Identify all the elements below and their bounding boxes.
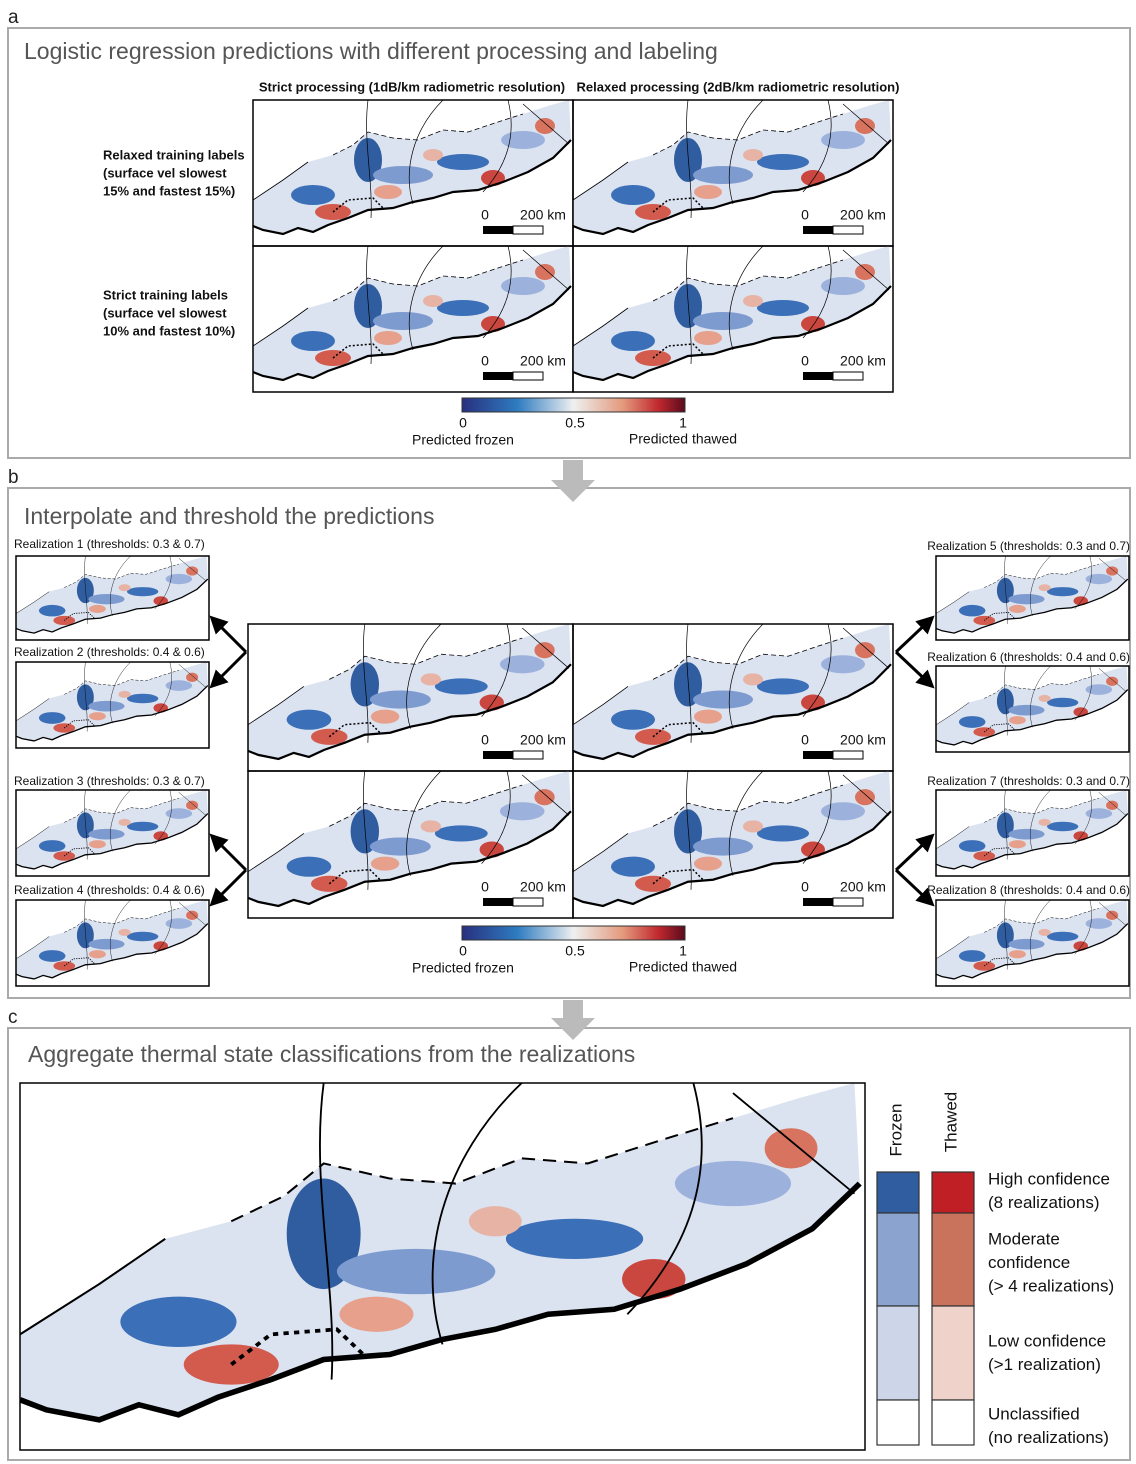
scale-label: 0	[801, 207, 809, 223]
scale-label: 200 km	[840, 353, 886, 369]
legend-label: Moderate	[988, 1229, 1060, 1248]
scale-bar	[483, 751, 513, 759]
column-header: Strict processing (1dB/km radiometric re…	[259, 79, 565, 94]
realization-label: Realization 7 (thresholds: 0.3 and 0.7)	[927, 774, 1130, 788]
scale-label: 0	[801, 879, 809, 895]
legend-label: Unclassified	[988, 1404, 1080, 1423]
colorbar-tick: 0	[459, 415, 467, 431]
realization-label: Realization 8 (thresholds: 0.4 and 0.6)	[927, 883, 1130, 897]
colorbar-label: Predicted frozen	[412, 960, 514, 976]
scale-label: 0	[481, 879, 489, 895]
flow-arrow	[551, 460, 595, 502]
flow-arrow	[551, 1000, 595, 1040]
scale-bar	[803, 751, 833, 759]
scale-label: 0	[801, 732, 809, 748]
colorbar-tick: 0.5	[565, 943, 585, 959]
scale-bar	[513, 372, 543, 380]
legend-label: High confidence	[988, 1169, 1110, 1188]
row-label: (surface vel slowest	[103, 305, 227, 320]
map	[936, 900, 1128, 979]
scale-label: 200 km	[840, 879, 886, 895]
scale-bar	[803, 372, 833, 380]
map	[936, 790, 1128, 869]
realization-label: Realization 4 (thresholds: 0.4 & 0.6)	[14, 883, 205, 897]
map	[20, 1083, 860, 1420]
scale-label: 0	[481, 732, 489, 748]
panel-title: Aggregate thermal state classifications …	[28, 1041, 635, 1067]
scale-bar	[803, 226, 833, 234]
scale-bar	[483, 898, 513, 906]
panel-label: a	[8, 7, 19, 28]
realization-label: Realization 6 (thresholds: 0.4 and 0.6)	[927, 650, 1130, 664]
panel-label: b	[8, 467, 19, 488]
legend-column: Thawed	[941, 1092, 960, 1152]
column-header: Relaxed processing (2dB/km radiometric r…	[577, 79, 900, 94]
panel-frame	[8, 28, 1130, 458]
scale-bar	[833, 226, 863, 234]
colorbar	[462, 926, 685, 940]
row-label: Strict training labels	[103, 287, 228, 302]
row-label: 10% and fastest 10%)	[103, 323, 235, 338]
map	[16, 662, 208, 741]
scale-label: 200 km	[520, 879, 566, 895]
legend-label: confidence	[988, 1253, 1070, 1272]
panel-label: c	[8, 1007, 18, 1028]
realization-label: Realization 1 (thresholds: 0.3 & 0.7)	[14, 537, 205, 551]
scale-label: 0	[801, 353, 809, 369]
scale-bar	[513, 226, 543, 234]
scale-bar	[833, 751, 863, 759]
colorbar-label: Predicted thawed	[629, 431, 737, 447]
scale-bar	[483, 372, 513, 380]
row-label: Relaxed training labels	[103, 147, 245, 162]
colorbar-tick: 1	[679, 943, 687, 959]
scale-bar	[513, 751, 543, 759]
colorbar-tick: 0.5	[565, 415, 585, 431]
scale-label: 0	[481, 207, 489, 223]
scale-label: 200 km	[520, 353, 566, 369]
panel-title: Interpolate and threshold the prediction…	[24, 503, 434, 529]
map	[936, 666, 1128, 745]
legend-label: (>1 realization)	[988, 1355, 1101, 1374]
scale-label: 200 km	[520, 207, 566, 223]
realization-label: Realization 3 (thresholds: 0.3 & 0.7)	[14, 774, 205, 788]
scale-label: 200 km	[840, 732, 886, 748]
row-label: (surface vel slowest	[103, 165, 227, 180]
panel-title: Logistic regression predictions with dif…	[24, 38, 718, 64]
map	[16, 900, 208, 979]
legend-label: Low confidence	[988, 1331, 1106, 1350]
map	[936, 556, 1128, 633]
figure: Frozen Thawed aLogistic regression predi…	[0, 0, 1136, 1464]
colorbar	[462, 398, 685, 412]
colorbar-label: Predicted thawed	[629, 959, 737, 975]
map	[16, 556, 208, 633]
colorbar-tick: 1	[679, 415, 687, 431]
legend-label: (8 realizations)	[988, 1193, 1100, 1212]
scale-bar	[513, 898, 543, 906]
confidence-legend	[877, 1172, 974, 1445]
scale-bar	[833, 898, 863, 906]
realization-label: Realization 5 (thresholds: 0.3 and 0.7)	[927, 539, 1130, 553]
scale-label: 200 km	[840, 207, 886, 223]
scale-label: 200 km	[520, 732, 566, 748]
scale-bar	[803, 898, 833, 906]
scale-label: 0	[481, 353, 489, 369]
scale-bar	[833, 372, 863, 380]
map	[16, 790, 208, 869]
row-label: 15% and fastest 15%)	[103, 183, 235, 198]
colorbar-tick: 0	[459, 943, 467, 959]
legend-column: Frozen	[886, 1104, 905, 1157]
legend-label: (> 4 realizations)	[988, 1276, 1114, 1295]
realization-label: Realization 2 (thresholds: 0.4 & 0.6)	[14, 645, 205, 659]
colorbar-label: Predicted frozen	[412, 432, 514, 448]
legend-label: (no realizations)	[988, 1428, 1109, 1447]
scale-bar	[483, 226, 513, 234]
